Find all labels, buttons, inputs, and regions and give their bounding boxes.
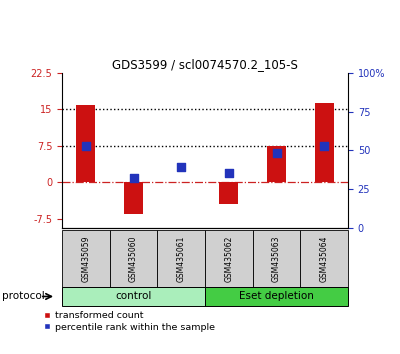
Text: GSM435060: GSM435060: [129, 235, 138, 282]
Text: GSM435063: GSM435063: [272, 235, 281, 282]
Point: [226, 171, 232, 176]
Point: [130, 175, 137, 181]
Bar: [76, 105, 95, 182]
Text: Eset depletion: Eset depletion: [239, 291, 314, 302]
Text: GSM435062: GSM435062: [224, 235, 233, 282]
Point: [273, 150, 280, 156]
Point: [83, 143, 89, 148]
Text: GSM435064: GSM435064: [320, 235, 329, 282]
Bar: [219, 182, 238, 204]
Text: GSM435061: GSM435061: [177, 235, 186, 282]
Text: protocol: protocol: [2, 291, 45, 302]
Bar: [267, 145, 286, 182]
Bar: [124, 182, 143, 214]
Legend: transformed count, percentile rank within the sample: transformed count, percentile rank withi…: [44, 311, 215, 332]
Bar: [157, 230, 205, 287]
Bar: [62, 287, 205, 306]
Text: GSM435059: GSM435059: [81, 235, 90, 282]
Bar: [62, 230, 110, 287]
Bar: [315, 103, 334, 182]
Point: [321, 143, 327, 148]
Point: [178, 164, 184, 169]
Bar: [110, 230, 157, 287]
Text: control: control: [115, 291, 152, 302]
Title: GDS3599 / scl0074570.2_105-S: GDS3599 / scl0074570.2_105-S: [112, 58, 298, 72]
Bar: [253, 230, 300, 287]
Bar: [205, 287, 348, 306]
Bar: [205, 230, 253, 287]
Bar: [300, 230, 348, 287]
